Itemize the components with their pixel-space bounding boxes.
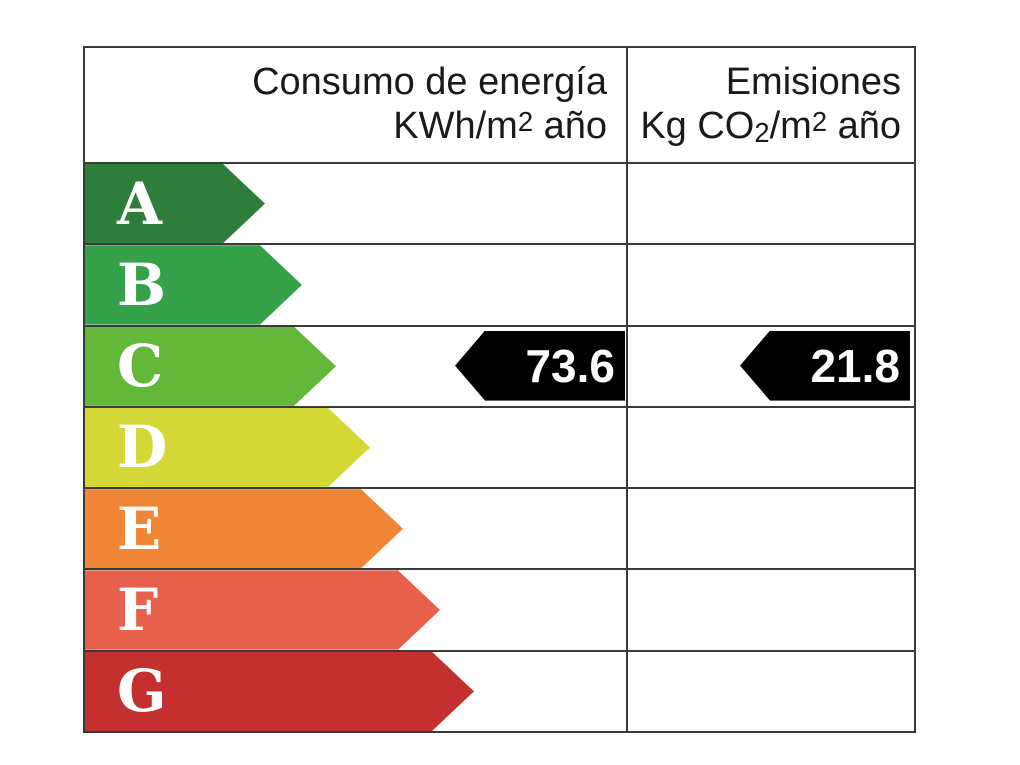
rating-arrow-e: E — [85, 489, 403, 568]
rating-row-e: E — [85, 487, 914, 568]
emissions-value-arrow: 21.8 — [740, 330, 910, 401]
rating-arrow-b: B — [85, 245, 302, 324]
rating-row-d: D — [85, 405, 914, 487]
rating-arrow-f: F — [85, 570, 440, 649]
consumption-unit-exponent: 2 — [517, 105, 534, 137]
consumption-header-line2: KWh/m2 año — [85, 104, 607, 151]
consumption-column-header: Consumo de energía KWh/m2 año — [85, 48, 626, 162]
emissions-header-line2: Kg CO2/m2 año — [626, 104, 901, 151]
emissions-unit: Kg CO — [640, 104, 755, 147]
energy-rating-table: Consumo de energía KWh/m2 año Emisiones … — [83, 46, 916, 733]
rating-letter-c: C — [117, 332, 164, 401]
consumption-unit-suffix: año — [533, 104, 607, 147]
rating-arrow-g: G — [85, 652, 474, 731]
consumption-unit: KWh/m — [393, 104, 518, 147]
rating-row-g: G — [85, 649, 914, 731]
table-header: Consumo de energía KWh/m2 año Emisiones … — [85, 48, 914, 162]
rating-letter-g: G — [117, 657, 167, 726]
emissions-column-header: Emisiones Kg CO2/m2 año — [626, 48, 914, 162]
emissions-unit-suffix: año — [827, 104, 901, 147]
emissions-co2-subscript: 2 — [754, 117, 770, 149]
emissions-header-line1: Emisiones — [626, 60, 901, 104]
rating-letter-a: A — [117, 169, 163, 238]
consumption-header-line1: Consumo de energía — [85, 60, 607, 104]
rating-arrow-c: C — [85, 327, 336, 406]
rating-row-f: F — [85, 568, 914, 649]
consumption-value: 73.6 — [525, 339, 615, 392]
column-divider — [626, 48, 628, 731]
rating-rows: A B C 73.6 21.8 — [85, 162, 914, 731]
rating-row-a: A — [85, 162, 914, 243]
consumption-title: Consumo de energía — [252, 60, 607, 103]
emissions-unit-exponent: 2 — [811, 105, 828, 137]
emissions-unit-mid: /m — [769, 104, 812, 147]
rating-letter-f: F — [117, 576, 159, 645]
rating-arrow-d: D — [85, 408, 370, 487]
consumption-value-arrow: 73.6 — [455, 330, 625, 401]
rating-letter-e: E — [117, 494, 162, 563]
rating-row-c: C 73.6 21.8 — [85, 324, 914, 406]
emissions-value: 21.8 — [810, 339, 900, 392]
rating-row-b: B — [85, 243, 914, 324]
emissions-title: Emisiones — [725, 60, 901, 103]
rating-letter-b: B — [117, 250, 167, 319]
rating-letter-d: D — [117, 413, 168, 482]
rating-arrow-a: A — [85, 164, 265, 243]
